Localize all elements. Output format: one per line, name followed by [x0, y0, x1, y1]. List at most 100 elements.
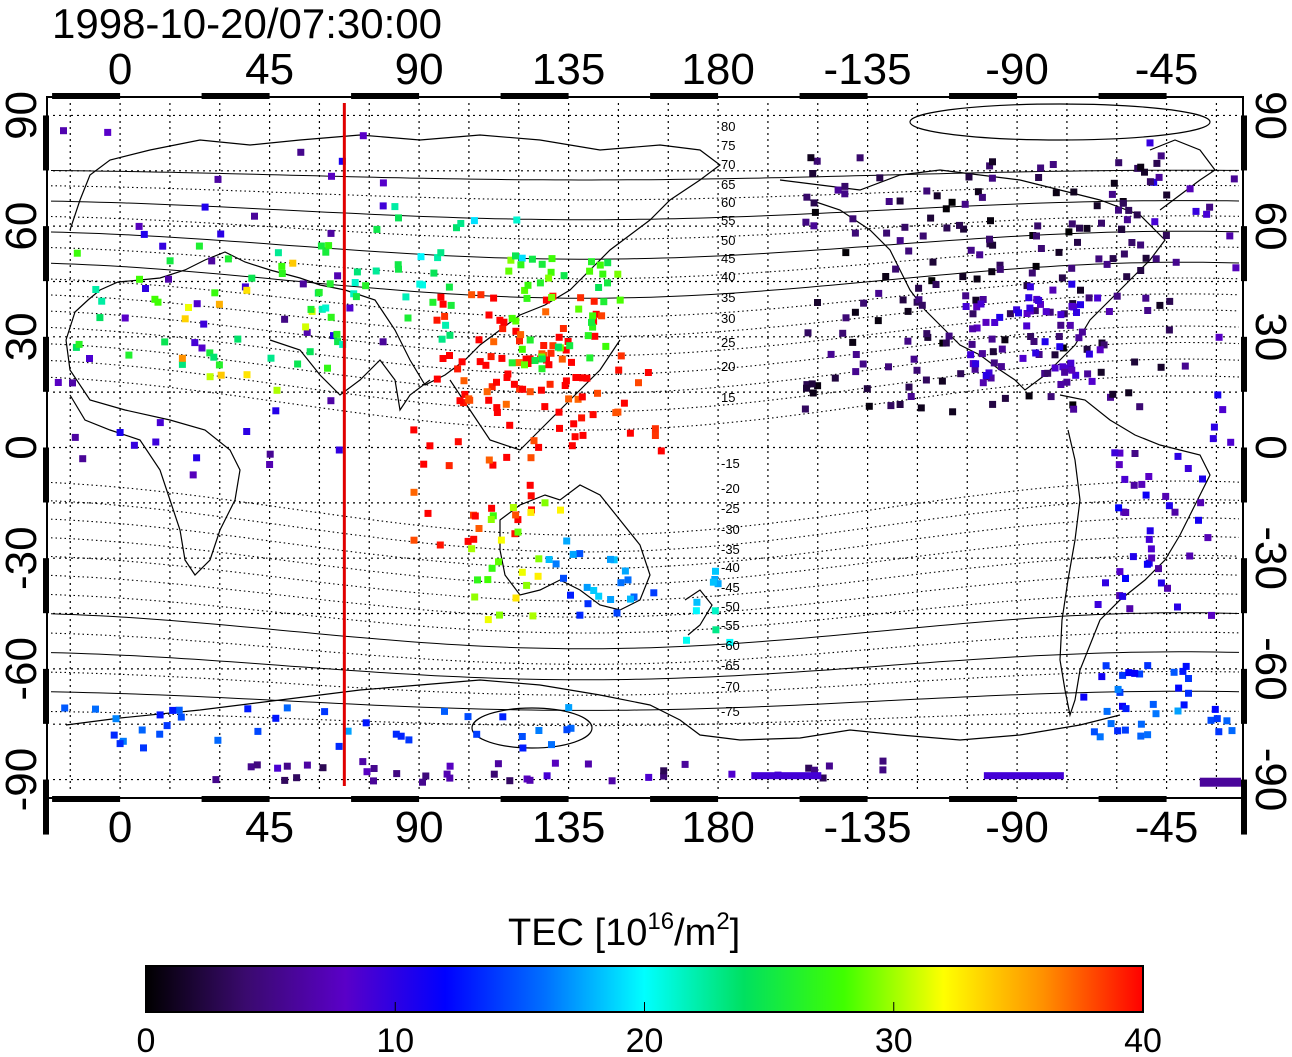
tec-cell: [683, 636, 690, 644]
mag-contour: [50, 710, 1240, 727]
tec-cell: [1037, 164, 1045, 172]
tec-cell: [446, 352, 453, 359]
mag-contour: [50, 230, 1240, 260]
frame-tick-left: [43, 558, 49, 614]
map-panel: 80 75 70 65 60 55 50 45 40 35 30 25 20 15 -15 -20 -25 -30…: [43, 93, 1247, 835]
tec-cell: [69, 379, 76, 387]
tec-cell: [814, 382, 822, 390]
tec-cell: [551, 759, 559, 767]
tec-cell: [542, 296, 550, 304]
tec-cell: [613, 609, 621, 617]
tec-cell: [1027, 333, 1035, 340]
tec-cell: [547, 268, 555, 276]
tec-cell: [1119, 199, 1127, 207]
tec-cell: [660, 772, 668, 780]
tec-cell: [709, 578, 717, 586]
tec-cell: [527, 508, 535, 516]
frame-tick-right: [1241, 336, 1247, 392]
tec-cell: [1145, 473, 1153, 480]
tec-cell: [1206, 203, 1214, 211]
tec-cell: [523, 581, 531, 589]
tec-cell: [543, 772, 551, 780]
tec-cell: [555, 333, 563, 341]
tec-cell: [896, 197, 904, 205]
tec-cell: [189, 471, 197, 479]
tec-cell: [436, 541, 444, 549]
tec-cell: [1142, 254, 1150, 262]
tec-cell: [487, 516, 495, 523]
tec-cell: [206, 373, 214, 381]
tec-cell: [1227, 438, 1235, 446]
tec-cell: [513, 216, 521, 224]
tec-cell: [489, 512, 497, 520]
tec-cell: [1110, 179, 1118, 187]
lon-tick-top: 135: [532, 45, 605, 94]
frame-tick-top: [52, 93, 121, 99]
tec-cell: [1094, 601, 1102, 608]
tec-cell: [616, 296, 624, 304]
tec-cell: [373, 225, 381, 233]
tec-cell: [801, 405, 809, 413]
tec-cell: [297, 148, 305, 156]
lon-tick-top: 45: [245, 45, 294, 94]
tec-cell: [1072, 371, 1080, 379]
tec-cell: [500, 318, 508, 326]
tec-cell: [499, 713, 507, 721]
tec-cell: [512, 594, 520, 602]
lon-tick-bottom: 0: [108, 803, 132, 852]
tec-cell: [379, 202, 387, 210]
tec-cell: [1137, 267, 1145, 274]
tec-cell: [1083, 224, 1091, 232]
tec-cell: [489, 461, 497, 469]
tec-cell: [512, 511, 520, 519]
tec-cell: [165, 275, 172, 283]
tec-cell: [1215, 728, 1223, 736]
tec-cell: [272, 714, 280, 722]
tec-cell: [839, 329, 847, 337]
tec-cell: [471, 512, 479, 520]
tec-cell: [1098, 219, 1105, 227]
tec-cell: [206, 349, 214, 357]
tec-cell: [579, 431, 587, 439]
colorbar-tick-label: 0: [137, 1022, 156, 1057]
tec-cell: [1033, 232, 1040, 240]
tec-cell: [1210, 423, 1218, 431]
tec-cell: [445, 462, 453, 470]
mag-lat-label: 65: [721, 177, 735, 192]
tec-cell: [464, 537, 472, 545]
tec-cell: [410, 426, 418, 434]
tec-cell: [1174, 603, 1181, 611]
tec-cell: [548, 255, 556, 263]
tec-cell: [979, 379, 987, 387]
tec-cell: [1130, 481, 1138, 489]
tec-cell: [1115, 206, 1122, 214]
tec-cell: [627, 595, 634, 603]
latitude-ticks-left: 90 60 30 0 -30 -60 -90: [0, 91, 46, 811]
tec-cell: [334, 338, 342, 346]
tec-cell: [434, 254, 442, 262]
tec-cell: [1019, 354, 1027, 362]
tec-cell: [490, 770, 498, 778]
lon-tick-bottom: -45: [1135, 803, 1199, 852]
tec-cell: [267, 354, 275, 362]
tec-cell: [353, 268, 361, 276]
tec-cell: [283, 704, 291, 712]
tec-cell: [424, 509, 432, 517]
lat-tick-left: 90: [0, 91, 46, 140]
tec-cell: [92, 705, 99, 713]
tec-cell: [811, 766, 818, 774]
tec-cell: [978, 193, 986, 201]
tec-cell: [1073, 309, 1080, 316]
tec-cell: [589, 411, 597, 419]
mag-lat-label: 35: [721, 290, 735, 305]
tec-cell: [1147, 545, 1155, 553]
tec-cell: [1084, 370, 1092, 378]
frame-tick-bottom: [799, 796, 868, 802]
tec-cell: [885, 363, 892, 371]
tec-cell: [1138, 480, 1146, 488]
tec-cell: [962, 303, 970, 310]
tec-cell: [181, 315, 189, 323]
tec-cell: [475, 525, 483, 532]
tec-cell: [624, 576, 632, 584]
tec-cell: [362, 719, 370, 727]
